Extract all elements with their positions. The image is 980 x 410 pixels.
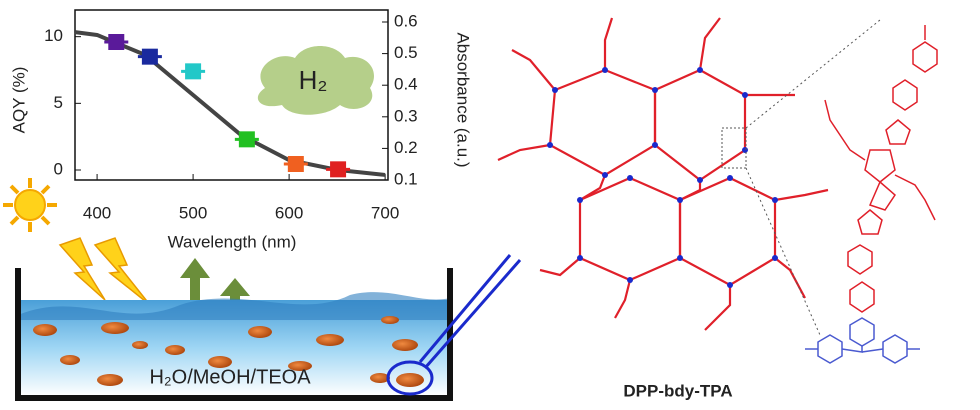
zoom-line — [745, 19, 881, 129]
zoom-line — [745, 167, 821, 336]
x-tick-label: 500 — [179, 203, 207, 222]
cof-network — [497, 17, 829, 331]
zoom-box — [721, 127, 747, 169]
y2-tick-label: 0.5 — [394, 43, 418, 62]
plot-frame — [74, 9, 389, 181]
x-tick-label: 400 — [83, 203, 111, 222]
zoom-line — [423, 259, 522, 369]
aqy-point — [330, 161, 347, 178]
aqy-point — [238, 131, 255, 148]
y2-tick-label: 0.6 — [394, 11, 418, 30]
aqy-point — [185, 63, 202, 80]
x-tick-label: 600 — [275, 203, 303, 222]
beaker — [15, 268, 453, 401]
y2-tick-label: 0.3 — [394, 106, 418, 125]
lightning — [58, 237, 151, 306]
aqy-point — [141, 48, 158, 65]
x-axis-label: Wavelength (nm) — [168, 232, 297, 251]
particles — [33, 316, 424, 387]
y-tick-label: 5 — [54, 93, 63, 112]
cloud — [257, 46, 374, 115]
y2-tick-label: 0.1 — [394, 169, 418, 188]
y2-tick-label: 0.4 — [394, 75, 418, 94]
sun — [3, 178, 57, 232]
material-label: DPP-bdy-TPA — [623, 381, 732, 400]
molecule — [805, 25, 938, 364]
y2-tick-label: 0.2 — [394, 138, 418, 157]
y-tick-label: 0 — [54, 159, 63, 178]
x-tick-label: 700 — [371, 203, 399, 222]
y-tick-label: 10 — [44, 26, 63, 45]
zoom-circle — [386, 360, 434, 396]
wave — [18, 292, 450, 320]
solution-label: H₂O/MeOH/TEOA — [149, 366, 311, 388]
y-axis-label: AQY (%) — [9, 67, 28, 134]
y2-axis-label: Absorbance (a.u.) — [454, 32, 473, 167]
zoom-line — [418, 254, 512, 363]
aqy-point — [287, 156, 304, 172]
chart: Wavelength (nm) AQY (%) Absorbance (a.u.… — [9, 9, 473, 251]
aqy-point — [108, 34, 125, 50]
cloud-label: H₂ — [299, 65, 328, 95]
